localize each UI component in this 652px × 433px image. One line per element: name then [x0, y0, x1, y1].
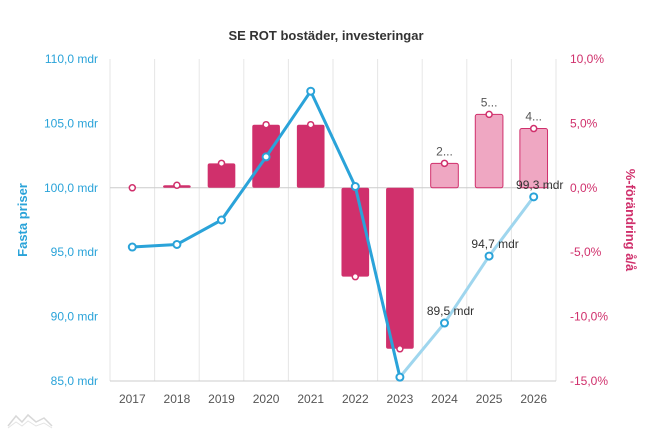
bar [296, 124, 325, 188]
right-axis-title: %-förändring å/å [623, 169, 638, 272]
line-segment [264, 89, 313, 159]
line-segment [487, 195, 536, 258]
bar-marker [262, 120, 270, 129]
line-segment [353, 185, 402, 379]
x-tick-label: 2024 [431, 392, 458, 406]
bar-marker [306, 120, 315, 129]
line-segment [398, 321, 446, 379]
left-tick-label: 85,0 mdr [51, 374, 98, 388]
chart-title: SE ROT bostäder, investeringar [228, 28, 423, 43]
x-tick-label: 2023 [387, 392, 414, 406]
line-point [172, 239, 182, 249]
x-tick-label: 2018 [164, 392, 191, 406]
x-tick-label: 2021 [297, 392, 324, 406]
x-tick-label: 2019 [208, 392, 235, 406]
bar-marker [173, 181, 181, 189]
line-point [306, 86, 316, 96]
line-point [484, 251, 494, 261]
left-tick-label: 90,0 mdr [51, 310, 98, 324]
line-point [395, 372, 405, 382]
left-axis-title: Fasta priser [15, 183, 30, 257]
line-point [217, 215, 226, 225]
line-series: 89,5 mdr 94,7 mdr 99,3 mdr [127, 86, 563, 382]
line-point [440, 318, 449, 328]
left-tick-label: 110,0 mdr [45, 52, 98, 66]
x-tick-label: 2026 [520, 392, 547, 406]
right-tick-label: 0,0% [570, 181, 598, 195]
left-tick-label: 100,0 mdr [44, 181, 98, 195]
line-point [261, 152, 271, 162]
bar-marker [217, 159, 226, 168]
right-tick-label: -15,0% [570, 374, 608, 388]
line-point [529, 192, 539, 202]
line-data-label: 99,3 mdr [516, 178, 563, 192]
line-segment [443, 254, 491, 325]
left-tick-label: 105,0 mdr [44, 116, 98, 130]
bar [207, 163, 236, 188]
x-tick-label: 2020 [253, 392, 280, 406]
bar-marker [351, 272, 360, 281]
right-tick-label: 5,0% [570, 116, 598, 130]
bar-marker [485, 110, 493, 119]
line-data-label: 94,7 mdr [471, 237, 518, 251]
bar [386, 187, 414, 349]
logo-icon [7, 413, 53, 429]
line-segment [220, 155, 268, 222]
x-tick-label: 2017 [119, 392, 146, 406]
right-tick-label: 10,0% [570, 52, 604, 66]
bar-series: 2... 5... 4... [128, 95, 549, 353]
line-data-label: 89,5 mdr [427, 304, 474, 318]
bar-marker [529, 124, 538, 133]
line-point [127, 242, 137, 252]
line-segment [309, 89, 357, 189]
left-tick-label: 95,0 mdr [51, 245, 98, 259]
x-tick-label: 2022 [342, 392, 369, 406]
line-segment [130, 242, 179, 249]
bar-data-label: 4... [525, 110, 542, 124]
bar-marker [396, 345, 404, 353]
line-segment [175, 218, 223, 246]
bar-marker [440, 159, 449, 168]
bar-marker [128, 184, 137, 192]
bar-data-label: 2... [436, 144, 453, 158]
bar [474, 113, 504, 189]
bar-data-label: 5... [481, 95, 498, 109]
line-point [350, 182, 360, 192]
right-tick-label: -10,0% [570, 310, 608, 324]
axis-labels: 85,0 mdr 90,0 mdr 95,0 mdr 100,0 mdr 105,0 m… [44, 52, 608, 406]
right-tick-label: -5,0% [570, 245, 602, 259]
x-tick-label: 2025 [476, 392, 503, 406]
